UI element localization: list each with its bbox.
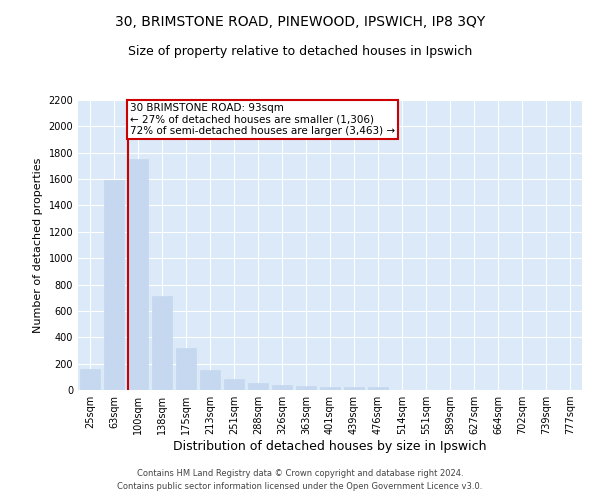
Text: Contains HM Land Registry data © Crown copyright and database right 2024.: Contains HM Land Registry data © Crown c…	[137, 468, 463, 477]
Bar	[296, 386, 316, 390]
Y-axis label: Number of detached properties: Number of detached properties	[33, 158, 43, 332]
Bar	[80, 369, 100, 390]
Bar	[176, 348, 196, 390]
Bar	[200, 370, 220, 390]
Bar	[344, 386, 364, 390]
Bar	[224, 380, 244, 390]
Text: 30 BRIMSTONE ROAD: 93sqm
← 27% of detached houses are smaller (1,306)
72% of sem: 30 BRIMSTONE ROAD: 93sqm ← 27% of detach…	[130, 102, 395, 136]
Text: Size of property relative to detached houses in Ipswich: Size of property relative to detached ho…	[128, 45, 472, 58]
Text: Contains public sector information licensed under the Open Government Licence v3: Contains public sector information licen…	[118, 482, 482, 491]
Bar	[320, 386, 340, 390]
X-axis label: Distribution of detached houses by size in Ipswich: Distribution of detached houses by size …	[173, 440, 487, 453]
Bar	[248, 383, 268, 390]
Bar	[152, 296, 172, 390]
Bar	[368, 388, 388, 390]
Bar	[272, 386, 292, 390]
Text: 30, BRIMSTONE ROAD, PINEWOOD, IPSWICH, IP8 3QY: 30, BRIMSTONE ROAD, PINEWOOD, IPSWICH, I…	[115, 15, 485, 29]
Bar	[128, 160, 148, 390]
Bar	[104, 180, 124, 390]
